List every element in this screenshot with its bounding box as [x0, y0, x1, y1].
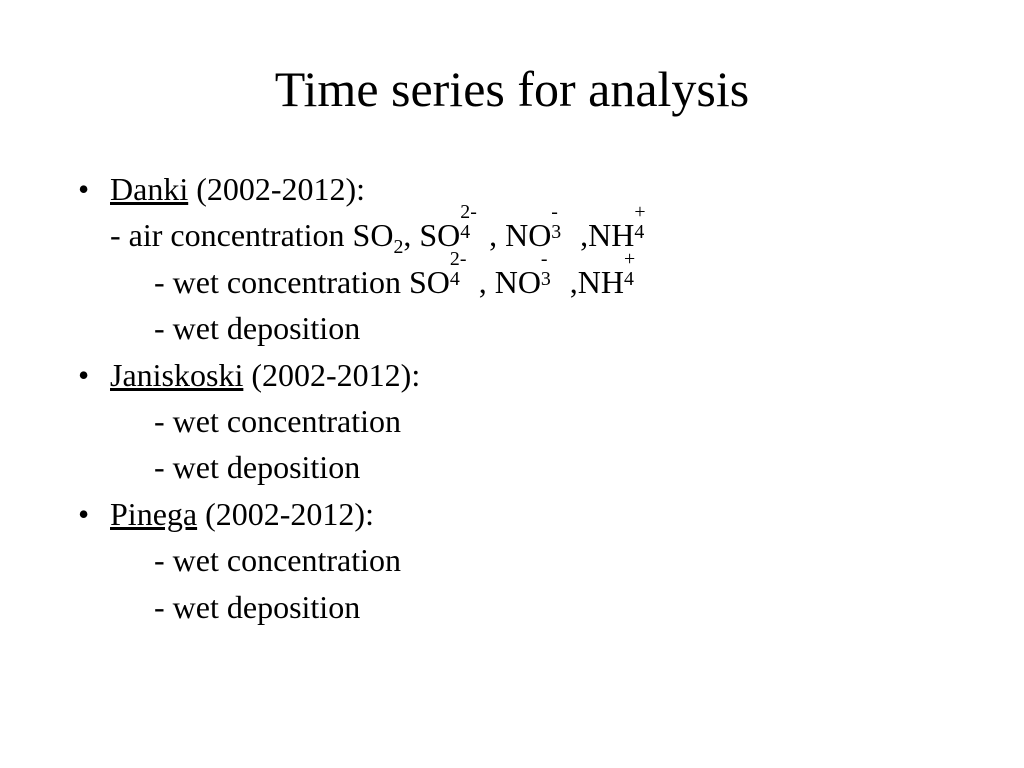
station-name: Janiskoski [110, 357, 243, 393]
measurement-prefix: - wet deposition [154, 310, 360, 346]
station-item-danki: Danki (2002-2012): - air concentration S… [70, 166, 954, 352]
slide-title: Time series for analysis [70, 60, 954, 118]
measurement-prefix: - wet concentration [154, 542, 401, 578]
species-list: SO2, SO2-4, NO-3,NH+4 [353, 217, 664, 253]
measurement-prefix: - wet concentration [154, 403, 401, 439]
measurement-prefix: - wet concentration [154, 264, 409, 300]
measurement-prefix: - air concentration [110, 217, 353, 253]
station-name: Danki [110, 171, 188, 207]
station-list: Danki (2002-2012): - air concentration S… [70, 166, 954, 630]
measurement-line: - wet concentration [110, 537, 954, 583]
station-period: (2002-2012): [251, 357, 420, 393]
measurement-line: - wet deposition [110, 444, 954, 490]
station-period: (2002-2012): [205, 496, 374, 532]
measurement-prefix: - wet deposition [154, 449, 360, 485]
measurement-line: - wet deposition [110, 584, 954, 630]
station-item-pinega: Pinega (2002-2012): - wet concentration … [70, 491, 954, 630]
measurement-prefix: - wet deposition [154, 589, 360, 625]
station-period: (2002-2012): [196, 171, 365, 207]
measurement-line: - wet concentration [110, 398, 954, 444]
measurement-line: - wet deposition [110, 305, 954, 351]
measurement-line: - wet concentration SO2-4, NO-3,NH+4 [110, 259, 954, 305]
measurement-line: - air concentration SO2, SO2-4, NO-3,NH+… [110, 217, 663, 253]
species-list: SO2-4, NO-3,NH+4 [409, 264, 653, 300]
station-name: Pinega [110, 496, 197, 532]
station-item-janiskoski: Janiskoski (2002-2012): - wet concentrat… [70, 352, 954, 491]
slide-content: Danki (2002-2012): - air concentration S… [70, 166, 954, 630]
